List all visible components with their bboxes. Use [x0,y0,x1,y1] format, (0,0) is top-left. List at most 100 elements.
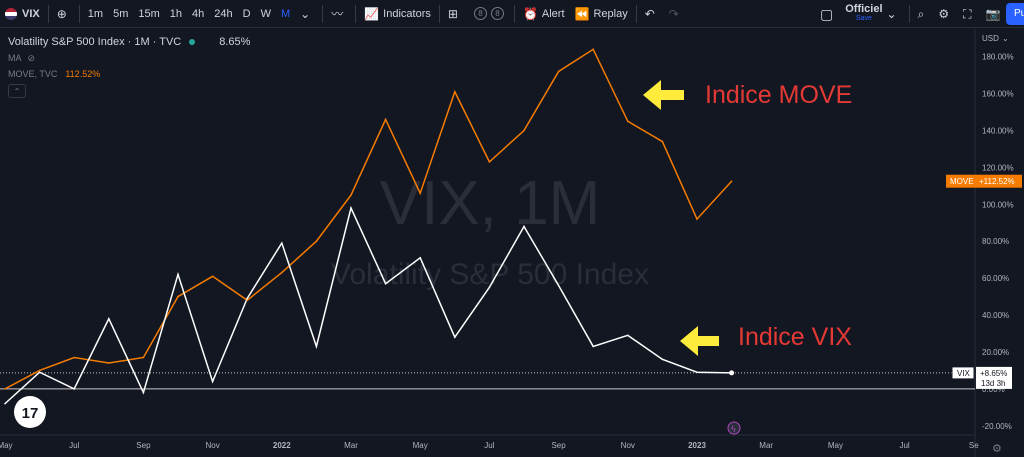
chevron-down-icon: ⌄ [300,6,311,21]
snapshot-button[interactable]: 📷 [981,0,1010,28]
data-point-vix[interactable] [384,282,387,285]
data-point-move[interactable] [281,271,283,274]
interval-dropdown[interactable]: ⌄ [295,0,319,28]
settings-button[interactable]: ⚙ [933,0,958,28]
data-point-move[interactable] [730,180,733,183]
data-point-vix[interactable] [592,345,594,348]
interval-24h[interactable]: 24h [214,7,233,20]
interval-5m[interactable]: 5m [113,7,129,20]
legend-main-row[interactable]: Volatility S&P 500 Index · 1M · TVC 8.65… [8,34,250,50]
tradingview-logo[interactable]: 17 [14,396,46,428]
data-point-vix[interactable] [315,345,318,348]
data-point-move[interactable] [523,129,525,132]
layouts-button[interactable]: ⊞ [443,0,467,28]
data-point-vix[interactable] [142,391,145,394]
data-point-vix[interactable] [454,336,456,338]
interval-m[interactable]: M [280,7,291,20]
fullscreen-button[interactable]: ⛶ [958,0,980,28]
legend-move-label: MOVE, TVC [8,69,58,79]
currency-label[interactable]: USD [982,34,999,43]
data-point-vix[interactable] [246,297,248,300]
compare-button[interactable]: ⊕ [52,0,76,28]
data-point-move[interactable] [38,369,41,372]
data-point-vix[interactable] [211,380,214,383]
data-point-move[interactable] [108,362,110,364]
price-chart[interactable]: VIX, 1M Volatility S&P 500 Index USD ⌄ 1… [0,29,1024,457]
data-point-vix[interactable] [281,242,283,244]
interval-4h[interactable]: 4h [192,7,205,20]
data-point-vix[interactable] [4,402,6,405]
interval-15m[interactable]: 15m [138,7,160,20]
data-point-move[interactable] [246,299,248,302]
data-point-move[interactable] [627,120,629,123]
data-point-vix[interactable] [108,317,110,320]
data-point-vix[interactable] [729,370,735,376]
data-point-vix[interactable] [627,334,629,337]
move-price-tag: MOVE +112.52% [946,174,1022,188]
data-point-move[interactable] [696,218,698,220]
redo-button[interactable]: ↷ [664,0,688,28]
x-tick-label: May [0,441,13,450]
data-point-vix[interactable] [661,358,664,361]
replay-button[interactable]: ⏪ Replay [570,0,633,28]
y-tick-label: -20.00% [982,422,1012,431]
y-tick-label: 0.00% [982,385,1005,394]
data-point-move[interactable] [419,192,422,195]
data-point-vix[interactable] [557,284,560,287]
data-point-move[interactable] [315,240,318,243]
data-point-move[interactable] [177,295,179,298]
data-point-vix[interactable] [419,257,422,259]
template-circle-a: 8 [473,7,487,20]
auto-scale-gear-icon[interactable]: ⚙ [992,443,1002,455]
templates-button[interactable]: 8 8 [467,0,511,28]
layout-select-button[interactable]: ▢ Officiel Save ⌄ [815,0,906,28]
series-line-move[interactable] [4,48,733,390]
data-point-move[interactable] [592,48,594,51]
interval-1h[interactable]: 1h [169,7,183,20]
series-line-vix[interactable] [4,205,732,405]
us-flag-icon [5,7,17,20]
data-point-move[interactable] [557,70,560,73]
move-tag-name: MOVE [950,177,974,186]
divider [635,4,637,23]
search-button[interactable]: ⌕ [913,0,934,28]
data-point-move[interactable] [384,118,387,121]
data-point-vix[interactable] [488,286,491,289]
interval-w[interactable]: W [260,7,271,20]
x-tick-label: Nov [205,441,219,450]
alarm-clock-icon: ⏰ [522,6,538,21]
data-point-move[interactable] [488,161,491,163]
symbol-search[interactable]: VIX [0,0,45,28]
alert-button[interactable]: ⏰ Alert [518,0,570,28]
data-point-vix[interactable] [350,207,352,209]
data-point-move[interactable] [454,90,456,93]
vix-annotation-text: Indice VIX [738,323,852,351]
legend-ma-row[interactable]: MA ⊘ [8,50,250,66]
data-point-move[interactable] [350,194,352,196]
move-annotation-text: Indice MOVE [705,81,852,109]
data-point-vix[interactable] [38,371,41,374]
data-point-vix[interactable] [696,371,698,374]
chevron-up-icon: ⌃ [13,86,21,96]
undo-button[interactable]: ↶ [640,0,664,28]
data-point-move[interactable] [4,388,6,390]
publish-button[interactable]: Pu [1006,3,1024,25]
divider [322,4,324,23]
data-point-move[interactable] [211,275,214,278]
replay-label: Replay [593,7,628,20]
legend-collapse-button[interactable]: ⌃ [8,84,26,98]
legend-move-row[interactable]: MOVE, TVC 112.52% [8,66,250,82]
data-point-vix[interactable] [73,388,75,390]
data-point-move[interactable] [142,356,145,359]
eye-hidden-icon[interactable]: ⊘ [27,52,36,63]
data-point-move[interactable] [73,356,75,359]
indicators-button[interactable]: 📈 Indicators [359,0,436,28]
data-point-vix[interactable] [523,225,525,228]
interval-1m[interactable]: 1m [87,7,104,20]
x-tick-label: 2022 [273,441,291,450]
event-marker[interactable]: ϟ [727,421,741,435]
data-point-vix[interactable] [177,273,179,276]
data-point-move[interactable] [661,140,664,143]
interval-d[interactable]: D [242,7,251,20]
chart-type-button[interactable]: 〰 [326,0,352,28]
